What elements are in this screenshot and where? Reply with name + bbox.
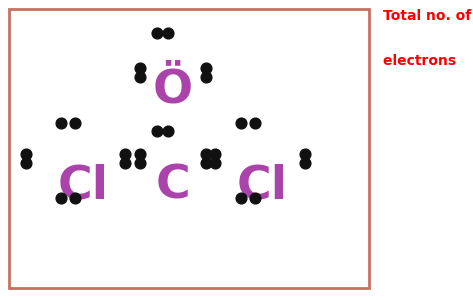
Point — [22, 160, 30, 165]
Text: electrons           = 24.: electrons = 24. — [383, 54, 473, 68]
Point — [252, 121, 259, 125]
Point — [211, 160, 219, 165]
Point — [71, 196, 79, 200]
Point — [164, 128, 172, 133]
Point — [57, 196, 64, 200]
Point — [211, 151, 219, 156]
Point — [301, 160, 309, 165]
Point — [301, 151, 309, 156]
Text: Total no. of valence: Total no. of valence — [383, 9, 473, 23]
Point — [202, 65, 210, 70]
Point — [136, 151, 143, 156]
Point — [153, 31, 161, 35]
Point — [202, 151, 210, 156]
Text: Cl: Cl — [237, 164, 288, 208]
Text: Ö: Ö — [153, 68, 193, 112]
Point — [136, 65, 143, 70]
Point — [237, 121, 245, 125]
Text: Cl: Cl — [57, 164, 108, 208]
Point — [57, 121, 64, 125]
Point — [71, 121, 79, 125]
Point — [136, 160, 143, 165]
Point — [202, 160, 210, 165]
Point — [202, 74, 210, 79]
Text: C: C — [155, 164, 190, 208]
Point — [136, 74, 143, 79]
Point — [122, 160, 129, 165]
Point — [153, 128, 161, 133]
Point — [122, 151, 129, 156]
Point — [22, 151, 30, 156]
Point — [164, 31, 172, 35]
Bar — [9, 9, 369, 288]
Point — [252, 196, 259, 200]
Point — [237, 196, 245, 200]
